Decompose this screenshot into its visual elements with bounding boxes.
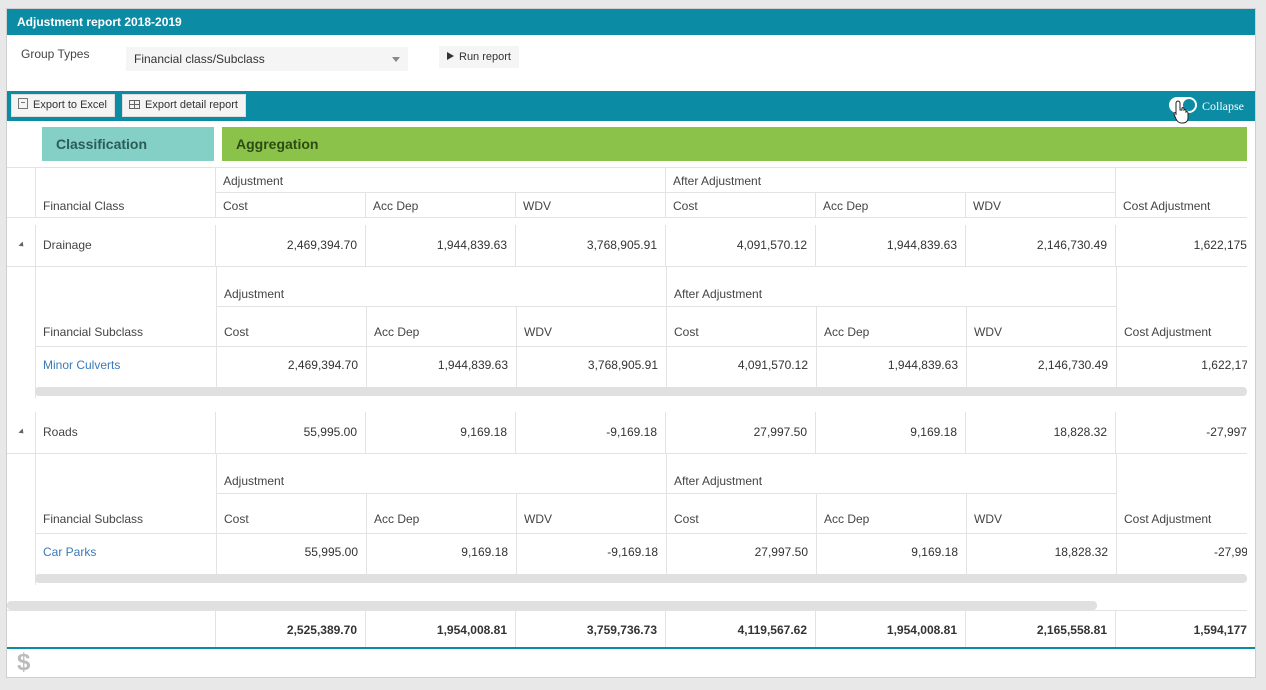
sub-header-adjustment: Adjustment <box>224 474 285 488</box>
sub-column-header[interactable]: WDV <box>974 325 1002 339</box>
subclass-value: 2,146,730.49 <box>1037 358 1108 372</box>
subclass-value: 2,469,394.70 <box>287 358 358 372</box>
sub-column-header[interactable]: Acc Dep <box>374 325 420 339</box>
subclass-value: -27,997. <box>1213 545 1247 559</box>
group-types-label: Group Types <box>21 47 90 61</box>
dollar-icon: $ <box>17 649 31 676</box>
hand-cursor-icon <box>1173 100 1189 124</box>
excel-file-icon <box>18 98 28 109</box>
sub-column-header[interactable]: Cost <box>224 512 249 526</box>
sub-column-header[interactable]: Cost <box>224 325 249 339</box>
sub-header-adjustment: Adjustment <box>224 287 285 301</box>
header-financial-class[interactable]: Financial Class <box>43 199 125 213</box>
header-adjustment: Adjustment <box>223 174 284 188</box>
group-value: 4,091,570.12 <box>736 238 807 252</box>
play-icon <box>447 52 454 60</box>
report-window: Adjustment report 2018-2019 Group Types … <box>6 8 1256 678</box>
column-header[interactable]: Cost <box>673 199 698 213</box>
expand-toggle-icon[interactable] <box>18 428 26 436</box>
group-value: 1,944,839.63 <box>436 238 507 252</box>
group-value: 2,469,394.70 <box>286 238 357 252</box>
group-value: 55,995.00 <box>303 425 357 439</box>
subclass-value: 55,995.00 <box>304 545 358 559</box>
report-grid: Classification Aggregation Adjustment After… <box>7 121 1247 651</box>
total-value: 1,594,177.9 <box>1193 623 1247 637</box>
sub-column-header[interactable]: WDV <box>974 512 1002 526</box>
subclass-link[interactable]: Minor Culverts <box>43 358 121 372</box>
total-value: 2,525,389.70 <box>286 623 357 637</box>
total-value: 4,119,567.62 <box>737 623 807 637</box>
subclass-value: 18,828.32 <box>1054 545 1108 559</box>
sub-column-header[interactable]: Acc Dep <box>374 512 420 526</box>
group-value: 9,169.18 <box>460 425 507 439</box>
sub-column-header[interactable]: Cost Adjustment <box>1124 512 1212 526</box>
header-after-adjustment: After Adjustment <box>673 174 762 188</box>
group-value: -9,169.18 <box>606 425 657 439</box>
group-types-value: Financial class/Subclass <box>134 52 265 66</box>
sub-column-header[interactable]: Cost Adjustment <box>1124 325 1212 339</box>
subclass-value: 1,622,175. <box>1201 358 1247 372</box>
run-report-button[interactable]: Run report <box>439 46 519 68</box>
group-value: 2,146,730.49 <box>1036 238 1107 252</box>
sub-header-after-adjustment: After Adjustment <box>674 474 763 488</box>
sub-header-after-adjustment: After Adjustment <box>674 287 763 301</box>
subclass-value: 1,944,839.63 <box>887 358 958 372</box>
filter-bar: Group Types Financial class/Subclass Run… <box>7 35 1255 91</box>
column-header[interactable]: Acc Dep <box>373 199 419 213</box>
group-name: Roads <box>43 425 78 439</box>
sub-column-header[interactable]: WDV <box>524 325 552 339</box>
chevron-down-icon <box>392 57 400 62</box>
column-header[interactable]: Cost <box>223 199 248 213</box>
group-value: 1,944,839.63 <box>886 238 957 252</box>
subclass-value: 9,169.18 <box>911 545 958 559</box>
classification-band: Classification <box>42 127 214 161</box>
subclass-link[interactable]: Car Parks <box>43 545 97 559</box>
export-detail-button[interactable]: Export detail report <box>122 94 246 117</box>
nested-horizontal-scrollbar[interactable] <box>35 574 1247 583</box>
collapse-label: Collapse <box>1202 99 1244 113</box>
sub-column-header[interactable]: Cost <box>674 325 699 339</box>
group-name: Drainage <box>43 238 92 252</box>
sub-column-header[interactable]: Cost <box>674 512 699 526</box>
subclass-value: 27,997.50 <box>754 545 808 559</box>
table-icon <box>129 100 140 109</box>
column-header[interactable]: WDV <box>523 199 551 213</box>
footer-bar: $ <box>7 647 1255 677</box>
subclass-value: 1,944,839.63 <box>437 358 508 372</box>
horizontal-scrollbar[interactable] <box>7 601 1097 610</box>
window-title: Adjustment report 2018-2019 <box>7 9 1255 35</box>
total-value: 3,759,736.73 <box>586 623 657 637</box>
export-excel-button[interactable]: Export to Excel <box>11 94 115 117</box>
column-header[interactable]: Cost Adjustment <box>1123 199 1211 213</box>
sub-header-financial-subclass[interactable]: Financial Subclass <box>43 512 144 526</box>
column-header[interactable]: WDV <box>973 199 1001 213</box>
group-value: 9,169.18 <box>910 425 957 439</box>
sub-header-financial-subclass[interactable]: Financial Subclass <box>43 325 144 339</box>
group-value: 27,997.50 <box>753 425 807 439</box>
aggregation-band: Aggregation <box>222 127 1247 161</box>
group-value: 1,622,175.4 <box>1193 238 1247 252</box>
sub-column-header[interactable]: Acc Dep <box>824 512 870 526</box>
subclass-value: 9,169.18 <box>461 545 508 559</box>
group-value: -27,997.5 <box>1206 425 1247 439</box>
group-value: 18,828.32 <box>1053 425 1107 439</box>
group-types-select[interactable]: Financial class/Subclass <box>126 47 408 71</box>
export-detail-label: Export detail report <box>145 99 238 111</box>
report-toolbar: Export to Excel Export detail report Col… <box>7 91 1255 121</box>
sub-column-header[interactable]: WDV <box>524 512 552 526</box>
group-value: 3,768,905.91 <box>586 238 657 252</box>
expand-toggle-icon[interactable] <box>18 241 26 249</box>
nested-horizontal-scrollbar[interactable] <box>35 387 1247 396</box>
total-value: 1,954,008.81 <box>436 623 507 637</box>
subclass-value: 3,768,905.91 <box>587 358 658 372</box>
subclass-value: -9,169.18 <box>607 545 658 559</box>
sub-column-header[interactable]: Acc Dep <box>824 325 870 339</box>
run-report-label: Run report <box>459 51 511 63</box>
column-header[interactable]: Acc Dep <box>823 199 869 213</box>
total-value: 1,954,008.81 <box>886 623 957 637</box>
total-value: 2,165,558.81 <box>1036 623 1107 637</box>
export-excel-label: Export to Excel <box>33 99 107 111</box>
subclass-value: 4,091,570.12 <box>737 358 808 372</box>
